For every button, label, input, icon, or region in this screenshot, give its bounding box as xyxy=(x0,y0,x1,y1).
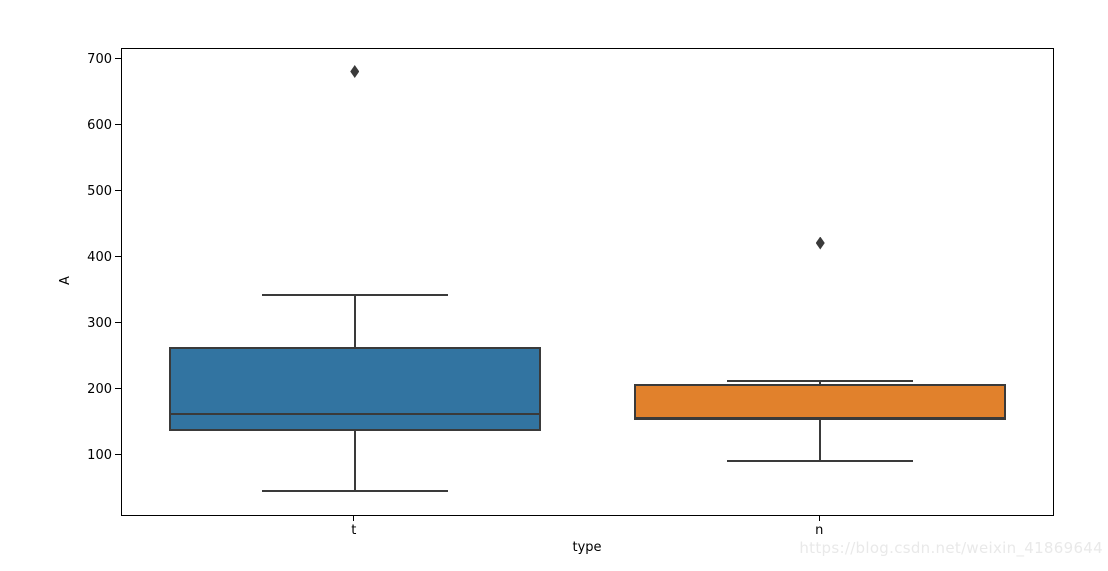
y-axis-tick-label: 500 xyxy=(87,183,112,199)
watermark-text: https://blog.csdn.net/weixin_41869644 xyxy=(799,539,1103,557)
box-t xyxy=(168,347,541,432)
outlier-marker xyxy=(815,236,825,250)
y-axis-tick-label: 200 xyxy=(87,381,112,397)
whisker-cap-upper xyxy=(727,380,914,382)
whisker-upper xyxy=(353,295,356,348)
y-axis-tick-label: 400 xyxy=(87,249,112,265)
y-axis-tick-mark xyxy=(115,58,121,60)
median-line xyxy=(634,416,1007,419)
y-axis-tick-mark xyxy=(115,124,121,126)
y-axis-label: A xyxy=(57,276,73,285)
x-axis-label: type xyxy=(572,540,602,555)
y-axis-tick-label: 600 xyxy=(87,117,112,133)
y-axis-tick-mark xyxy=(115,190,121,192)
whisker-cap-upper xyxy=(261,294,448,297)
x-axis-tick-label: n xyxy=(815,523,824,538)
plot-area xyxy=(121,48,1054,516)
outlier-marker xyxy=(350,64,360,78)
whisker-lower xyxy=(353,431,356,492)
median-line xyxy=(168,413,541,415)
y-axis-tick-label: 300 xyxy=(87,315,112,331)
whisker-lower xyxy=(819,419,822,461)
y-axis-tick-mark xyxy=(115,322,121,324)
y-axis-tick-mark xyxy=(115,388,121,390)
y-axis-tick-mark xyxy=(115,256,121,258)
whisker-cap-lower xyxy=(727,459,914,462)
whisker-cap-lower xyxy=(261,490,448,493)
y-axis-tick-label: 700 xyxy=(87,51,112,67)
x-axis-tick-label: t xyxy=(351,523,357,538)
y-axis-tick-label: 100 xyxy=(87,447,112,463)
y-axis-tick-mark xyxy=(115,454,121,456)
x-axis-tick-mark xyxy=(818,515,820,521)
whisker-upper xyxy=(819,381,822,385)
x-axis-tick-mark xyxy=(353,515,355,521)
box-n xyxy=(634,384,1007,420)
